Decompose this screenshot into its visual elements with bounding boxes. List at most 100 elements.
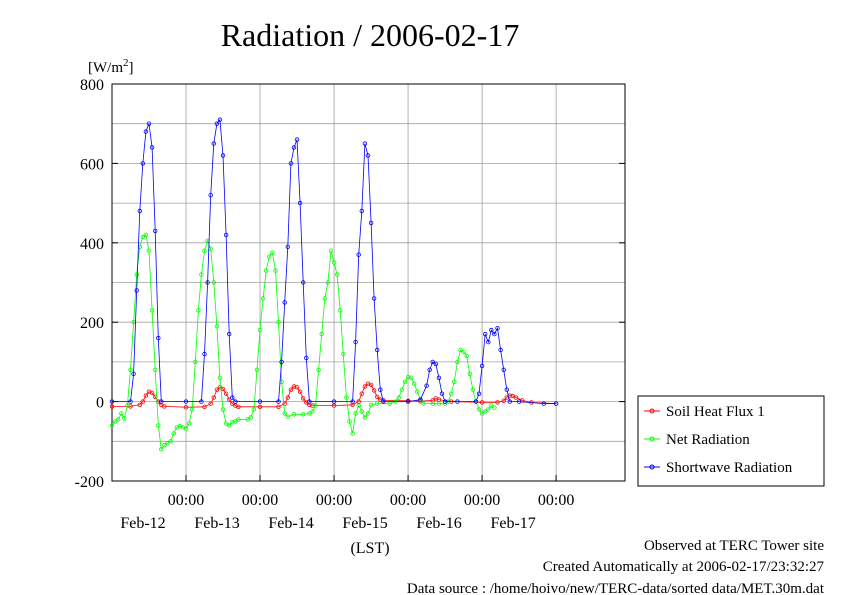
series-point — [183, 399, 189, 404]
series-point — [455, 359, 460, 365]
series-point — [257, 327, 263, 333]
series-point — [375, 401, 380, 406]
series-line — [111, 234, 495, 451]
series-point — [199, 399, 204, 404]
series-point — [226, 397, 232, 402]
series-point — [143, 232, 149, 238]
series-point — [165, 441, 170, 446]
series-point — [319, 331, 324, 337]
series-point — [193, 359, 198, 365]
y-axis-unit-superscript: 2 — [123, 57, 129, 69]
series-point — [196, 308, 201, 313]
series-point — [282, 300, 287, 305]
series-point — [214, 387, 220, 392]
series-point — [288, 161, 294, 166]
series-point — [331, 403, 337, 408]
series-point — [189, 407, 195, 412]
series-point — [199, 272, 204, 277]
legend-swatch-marker — [649, 464, 655, 470]
series-point — [331, 260, 337, 265]
series-point — [433, 361, 438, 367]
series-point — [458, 347, 463, 353]
series-point — [285, 244, 290, 249]
series-point — [331, 399, 337, 404]
series-point — [294, 137, 300, 142]
series-point — [489, 403, 494, 408]
series-point — [365, 411, 371, 416]
series-point — [359, 409, 364, 414]
legend-entry: Shortwave Radiation — [666, 460, 793, 476]
series-point — [449, 391, 454, 396]
series-point — [436, 375, 442, 380]
series-point — [353, 339, 358, 345]
series-point — [183, 405, 189, 410]
series-point — [442, 399, 448, 404]
series-point — [220, 153, 226, 158]
series-point — [128, 399, 133, 404]
series-point — [467, 371, 472, 376]
series-point — [461, 349, 466, 355]
series-point — [109, 423, 115, 428]
series-point — [313, 403, 318, 408]
series-point — [183, 426, 189, 431]
x-tick-date-label: Feb-17 — [490, 515, 535, 532]
series-point — [297, 389, 303, 394]
series-point — [415, 389, 420, 394]
series-point — [328, 248, 334, 253]
series-point — [479, 363, 485, 369]
series-point — [146, 121, 152, 126]
series-point — [498, 347, 503, 353]
series-point — [137, 244, 142, 249]
series-point — [430, 359, 435, 365]
legend-entry: Soil Heat Flux 1 — [666, 404, 765, 420]
x-tick-time-label: 00:00 — [390, 492, 426, 509]
series-point — [304, 355, 309, 361]
series-point — [223, 232, 229, 238]
series-point — [476, 391, 482, 396]
series-point — [276, 399, 281, 404]
series-point — [350, 402, 355, 407]
series-point — [356, 403, 361, 408]
series-point — [149, 390, 155, 396]
series-point — [128, 367, 133, 372]
series-point — [297, 200, 303, 206]
series-point — [541, 401, 546, 406]
series-point — [137, 208, 142, 214]
series-point — [399, 387, 405, 392]
series-point — [362, 141, 368, 146]
series-point — [119, 411, 124, 416]
series-point — [156, 399, 161, 404]
y-tick-label: 800 — [80, 77, 104, 94]
y-axis-unit-end: ] — [129, 60, 134, 76]
series-point — [140, 161, 145, 166]
series-point — [267, 254, 272, 259]
series-point — [307, 399, 312, 404]
series-point — [350, 399, 355, 404]
series-point — [439, 391, 445, 396]
series-point — [436, 401, 442, 406]
series-point — [301, 280, 306, 285]
series-point — [338, 308, 343, 313]
series-point — [109, 399, 115, 404]
series-point — [109, 404, 115, 409]
series-point — [211, 395, 216, 400]
footer-created: Created Automatically at 2006-02-17/23:3… — [543, 559, 825, 575]
series-point — [362, 384, 368, 389]
series-point — [409, 375, 414, 380]
series-point — [501, 367, 506, 372]
y-tick-label: 0 — [96, 395, 104, 412]
chart-title: Radiation / 2006-02-17 — [221, 17, 520, 53]
series-point — [134, 288, 139, 293]
series-point — [310, 403, 315, 408]
series-point — [230, 395, 235, 400]
series-point — [495, 400, 500, 405]
series-point — [276, 320, 281, 325]
series-point — [322, 296, 327, 301]
footer-site: Observed at TERC Tower site — [644, 538, 824, 554]
series-point — [341, 351, 346, 357]
series-point — [276, 404, 281, 409]
legend: Soil Heat Flux 1 Net Radiation Shortwave R… — [637, 395, 825, 487]
series-point — [279, 359, 284, 365]
series-point — [476, 407, 482, 412]
x-tick-time-label: 00:00 — [242, 492, 278, 509]
